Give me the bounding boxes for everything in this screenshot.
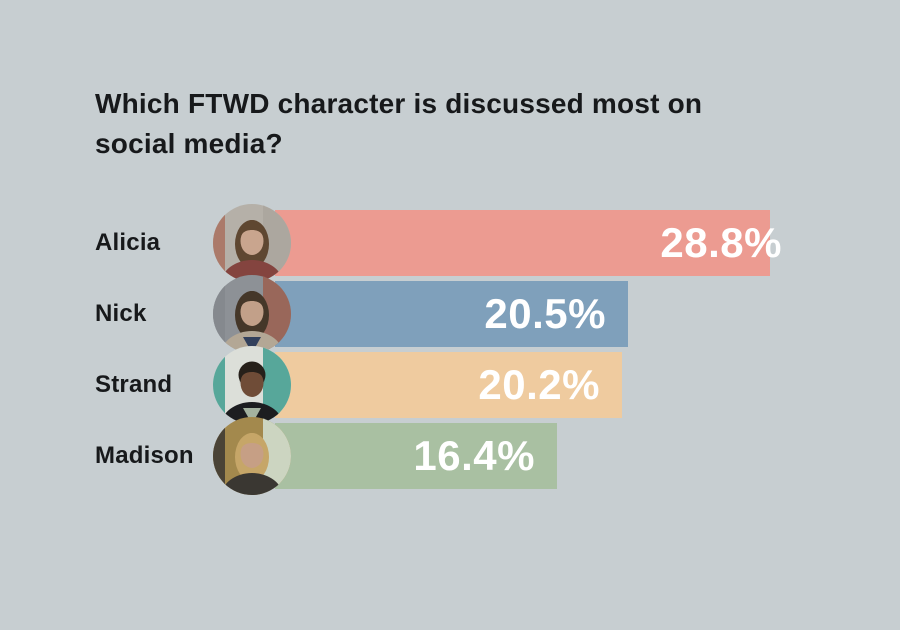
chart-row-alicia: Alicia 28.8% xyxy=(0,204,900,282)
value-label: 28.8% xyxy=(660,219,782,266)
avatar-strand xyxy=(213,346,291,424)
chart-title-line-2: social media? xyxy=(95,128,283,159)
value-label: 20.2% xyxy=(478,361,600,408)
category-label: Madison xyxy=(95,442,194,469)
bar: 20.5% xyxy=(275,281,628,347)
category-label: Strand xyxy=(95,371,173,398)
chart-row-strand: Strand 20.2% xyxy=(0,346,900,424)
avatar-nick xyxy=(213,275,291,353)
chart-row-nick: Nick 20.5% xyxy=(0,275,900,353)
chart-title-line-1: Which FTWD character is discussed most o… xyxy=(95,88,703,119)
chart-title: Which FTWD character is discussed most o… xyxy=(95,84,702,164)
chart-row-madison: Madison 16.4% xyxy=(0,417,900,495)
avatar-alicia xyxy=(213,204,291,282)
bar: 16.4% xyxy=(275,423,557,489)
value-label: 20.5% xyxy=(484,290,606,337)
category-label: Alicia xyxy=(95,229,161,256)
bar: 20.2% xyxy=(275,352,622,418)
bar: 28.8% xyxy=(275,210,782,276)
value-label: 16.4% xyxy=(413,432,535,479)
category-label: Nick xyxy=(95,300,147,327)
avatar-madison xyxy=(213,417,291,495)
bar-chart: Alicia 28.8% Nick 20.5% xyxy=(0,204,900,495)
